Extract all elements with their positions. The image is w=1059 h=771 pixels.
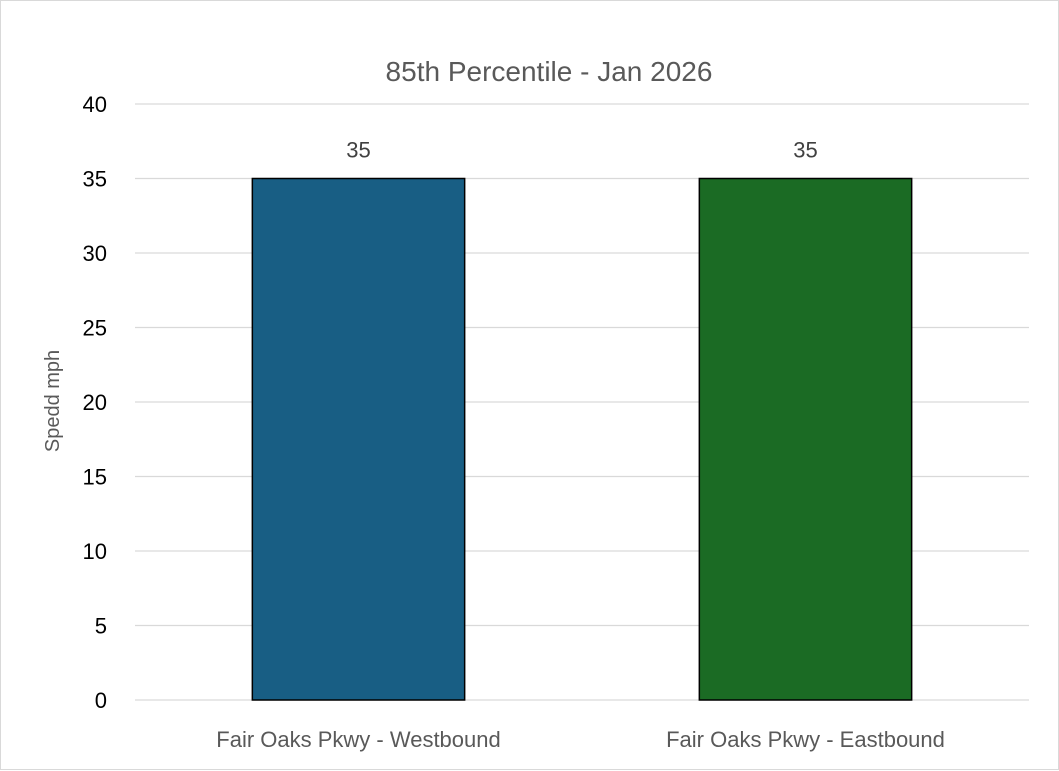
y-tick-label: 10: [83, 539, 107, 564]
x-axis-categories: Fair Oaks Pkwy - Westbound Fair Oaks Pkwy…: [216, 727, 945, 752]
data-labels: 35 35: [346, 138, 817, 163]
y-tick-label: 15: [83, 465, 107, 490]
chart-title: 85th Percentile - Jan 2026: [386, 56, 713, 87]
y-tick-label: 40: [83, 92, 107, 117]
y-tick-label: 0: [95, 688, 107, 713]
x-category-label-0: Fair Oaks Pkwy - Westbound: [216, 727, 500, 752]
y-axis-label: Spedd mph: [42, 350, 64, 452]
bar-1: [698, 177, 913, 701]
y-tick-label: 20: [83, 390, 107, 415]
y-tick-label: 25: [83, 316, 107, 341]
data-label-0: 35: [346, 138, 370, 163]
y-tick-label: 35: [83, 167, 107, 192]
x-category-label-1: Fair Oaks Pkwy - Eastbound: [666, 727, 945, 752]
y-tick-label: 30: [83, 241, 107, 266]
y-axis-ticks: 0 5 10 15 20 25 30 35 40: [83, 92, 107, 713]
bars: [251, 177, 913, 701]
bar-0: [251, 177, 466, 701]
data-label-1: 35: [793, 138, 817, 163]
y-tick-label: 5: [95, 614, 107, 639]
